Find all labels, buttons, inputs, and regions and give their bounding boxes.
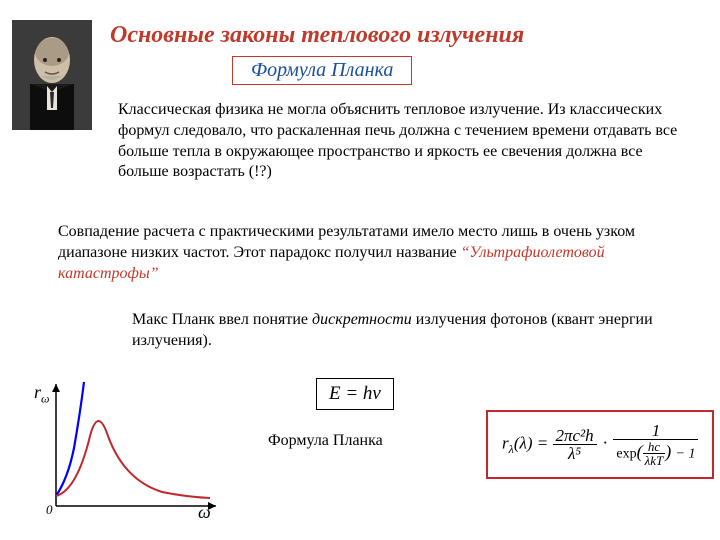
subtitle-box: Формула Планка (232, 56, 412, 85)
y-axis-label: rω (34, 382, 50, 407)
planck-curve (56, 421, 210, 498)
rayleigh-curve (56, 382, 84, 496)
para3-a: Макс Планк ввел понятие (132, 311, 312, 328)
paragraph-1: Классическая физика не могла объяснить т… (118, 100, 688, 183)
page-title: Основные законы теплового излучения (110, 22, 524, 49)
origin-label: 0 (46, 502, 53, 518)
x-axis-label: ω (198, 502, 211, 523)
formula-label: Формула Планка (268, 432, 383, 450)
planck-graph (32, 378, 222, 528)
para3-emph: дискретности (312, 311, 412, 328)
planck-portrait (12, 20, 92, 130)
paragraph-2: Совпадение расчета с практическими резул… (58, 222, 688, 284)
paragraph-3: Макс Планк ввел понятие дискретности изл… (132, 310, 672, 352)
energy-formula: E = hν (316, 378, 394, 410)
planck-formula: rλ(λ) = 2πc²h λ⁵ · 1 exp( hc λkT ) − 1 (486, 410, 714, 479)
